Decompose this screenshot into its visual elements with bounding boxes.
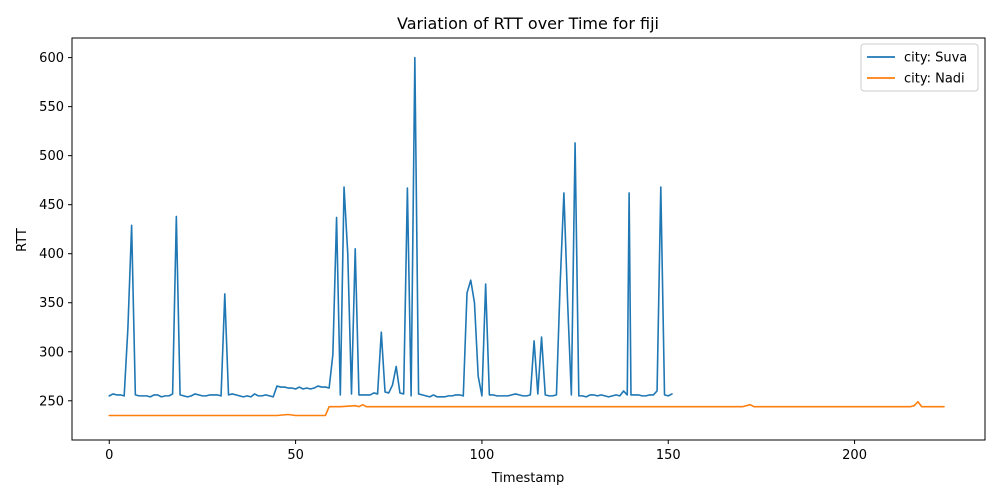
- x-tick-label: 0: [105, 448, 113, 463]
- legend-label: city: Nadi: [904, 72, 965, 87]
- chart-title: Variation of RTT over Time for fiji: [397, 14, 659, 33]
- x-axis: 0 50 100 150 200: [105, 440, 867, 463]
- x-tick-label: 200: [842, 448, 867, 463]
- series-line-nadi: [108, 400, 945, 417]
- y-tick-label: 550: [39, 100, 64, 115]
- y-tick-label: 250: [39, 394, 64, 409]
- y-tick-label: 600: [39, 51, 64, 66]
- y-tick-label: 300: [39, 345, 64, 360]
- x-axis-label: Timestamp: [491, 471, 565, 486]
- y-tick-label: 400: [39, 247, 64, 262]
- x-tick-label: 150: [656, 448, 681, 463]
- x-tick-label: 50: [287, 448, 304, 463]
- legend-label: city: Suva: [904, 51, 967, 66]
- y-tick-label: 500: [39, 149, 64, 164]
- x-tick-label: 100: [470, 448, 495, 463]
- series-line-suva: [108, 56, 673, 398]
- legend-box: [860, 43, 979, 92]
- legend: city: Suva city: Nadi: [860, 43, 979, 92]
- y-tick-label: 350: [39, 296, 64, 311]
- y-tick-label: 450: [39, 198, 64, 213]
- plot-area: [72, 38, 985, 440]
- series-layer: [108, 56, 945, 417]
- y-axis: 250 300 350 400 450 500 550 600: [39, 51, 72, 409]
- y-axis-label: RTT: [15, 228, 30, 252]
- plot-frame: [71, 37, 986, 441]
